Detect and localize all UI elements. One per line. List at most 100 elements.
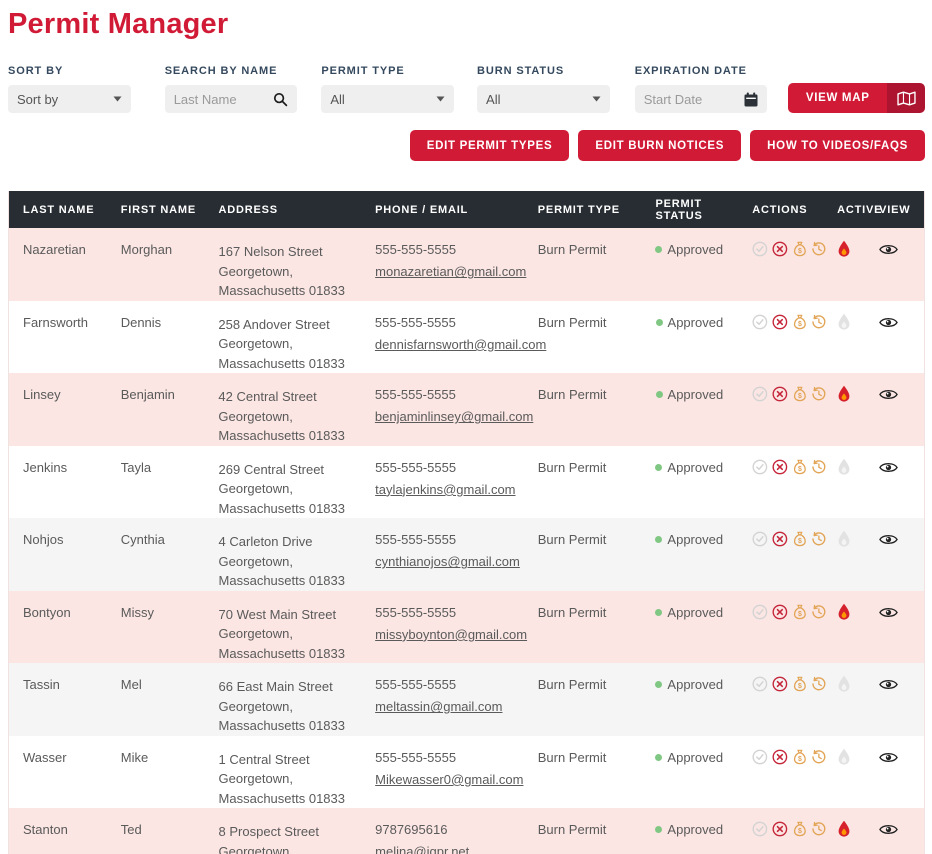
sort-by-select[interactable]: Sort by	[8, 85, 131, 113]
permit-type-value: All	[330, 91, 345, 107]
view-map-button[interactable]: VIEW MAP	[788, 83, 926, 113]
eye-icon[interactable]	[879, 606, 898, 619]
search-by-name-label: SEARCH BY NAME	[164, 65, 278, 77]
phone-email-cell: 555-555-5555 taylajenkins@gmail.com	[375, 460, 538, 498]
phone-number: 555-555-5555	[375, 604, 457, 620]
active-cell	[837, 820, 879, 840]
flame-icon[interactable]	[837, 458, 851, 475]
phone-number: 555-555-5555	[374, 387, 456, 402]
address-cell: 167 Nelson Street Georgetown, Massachuse…	[218, 244, 345, 298]
eye-icon[interactable]	[879, 751, 898, 764]
approve-circle-icon[interactable]	[752, 386, 768, 402]
flame-icon[interactable]	[837, 313, 851, 330]
edit-burn-notices-button[interactable]: EDIT BURN NOTICES	[578, 130, 742, 161]
table-row: Nohjos Cynthia 4 Carleton Drive Georgeto…	[9, 518, 924, 591]
flame-icon[interactable]	[837, 603, 851, 620]
column-header-permit-status: PERMIT STATUS	[655, 197, 703, 222]
flame-icon[interactable]	[837, 240, 851, 257]
eye-icon[interactable]	[879, 316, 898, 329]
approve-circle-icon[interactable]	[752, 749, 768, 765]
approve-circle-icon[interactable]	[752, 459, 768, 475]
deny-circle-icon[interactable]	[772, 604, 788, 620]
phone-number: 555-555-5555	[375, 749, 457, 765]
burn-status-select[interactable]: All	[477, 85, 610, 113]
payment-moneybag-icon[interactable]: $	[792, 821, 808, 837]
deny-circle-icon[interactable]	[772, 241, 788, 257]
table-row: Jenkins Tayla 269 Central Street Georget…	[9, 445, 924, 518]
table-body: Nazaretian Morghan 167 Nelson Street Geo…	[9, 228, 924, 854]
email-link[interactable]: meltassin@gmail.com	[375, 699, 503, 715]
eye-icon[interactable]	[879, 823, 898, 836]
flame-icon[interactable]	[837, 820, 851, 837]
eye-icon[interactable]	[879, 533, 898, 546]
deny-circle-icon[interactable]	[772, 821, 788, 837]
phone-email-cell: 555-555-5555 cynthianojos@gmail.com	[375, 532, 538, 570]
edit-permit-types-button[interactable]: EDIT PERMIT TYPES	[409, 130, 570, 161]
expiration-date-input[interactable]	[643, 91, 745, 107]
flame-icon[interactable]	[837, 385, 851, 402]
permit-type-cell: Burn Permit	[537, 532, 607, 547]
payment-moneybag-icon[interactable]: $	[792, 241, 808, 257]
deny-circle-icon[interactable]	[772, 386, 788, 402]
eye-icon[interactable]	[879, 678, 898, 691]
search-input[interactable]	[173, 91, 274, 107]
deny-circle-icon[interactable]	[772, 749, 788, 765]
svg-text:$: $	[798, 320, 802, 327]
deny-circle-icon[interactable]	[772, 459, 788, 475]
how-to-videos-faqs-button[interactable]: HOW TO VIDEOS/FAQS	[750, 130, 925, 161]
history-clock-icon[interactable]	[811, 749, 827, 765]
last-name-cell: Linsey	[23, 387, 61, 402]
eye-icon[interactable]	[879, 461, 898, 474]
payment-moneybag-icon[interactable]: $	[792, 604, 808, 620]
approve-circle-icon[interactable]	[752, 531, 768, 547]
email-link[interactable]: taylajenkins@gmail.com	[375, 481, 516, 497]
history-clock-icon[interactable]	[811, 531, 827, 547]
payment-moneybag-icon[interactable]: $	[792, 749, 808, 765]
email-link[interactable]: melina@jgpr.net	[375, 844, 470, 854]
flame-icon[interactable]	[837, 530, 851, 547]
permit-type-cell: Burn Permit	[537, 459, 607, 475]
permit-status-cell: Approved	[655, 677, 752, 692]
history-clock-icon[interactable]	[811, 604, 827, 620]
history-clock-icon[interactable]	[811, 241, 827, 257]
payment-moneybag-icon[interactable]: $	[792, 676, 808, 692]
eye-icon[interactable]	[879, 243, 898, 256]
email-link[interactable]: monazaretian@gmail.com	[375, 264, 527, 280]
eye-icon[interactable]	[879, 388, 898, 401]
approve-circle-icon[interactable]	[752, 604, 768, 620]
status-dot	[655, 318, 663, 326]
permit-type-select[interactable]: All	[321, 85, 455, 113]
flame-icon[interactable]	[837, 675, 851, 692]
deny-circle-icon[interactable]	[772, 314, 788, 330]
calendar-icon[interactable]	[744, 92, 758, 107]
flame-icon[interactable]	[837, 748, 851, 765]
payment-moneybag-icon[interactable]: $	[792, 386, 808, 402]
deny-circle-icon[interactable]	[772, 676, 788, 692]
phone-number: 555-555-5555	[375, 677, 457, 692]
approve-circle-icon[interactable]	[752, 676, 768, 692]
email-link[interactable]: cynthianojos@gmail.com	[375, 554, 520, 570]
actions-cell: $	[752, 314, 837, 330]
status-dot	[655, 391, 663, 399]
history-clock-icon[interactable]	[811, 459, 827, 475]
history-clock-icon[interactable]	[811, 314, 827, 330]
phone-email-cell: 555-555-5555 dennisfarnsworth@gmail.com	[375, 315, 546, 353]
approve-circle-icon[interactable]	[752, 314, 768, 330]
approve-circle-icon[interactable]	[752, 241, 768, 257]
approve-circle-icon[interactable]	[752, 821, 768, 837]
expiration-date-label: EXPIRATION DATE	[634, 65, 747, 77]
permit-status-cell: Approved	[655, 532, 752, 547]
history-clock-icon[interactable]	[811, 386, 827, 402]
history-clock-icon[interactable]	[811, 676, 827, 692]
payment-moneybag-icon[interactable]: $	[792, 314, 808, 330]
email-link[interactable]: missyboynton@gmail.com	[375, 626, 528, 642]
payment-moneybag-icon[interactable]: $	[792, 531, 808, 547]
permit-type-cell: Burn Permit	[537, 677, 607, 692]
history-clock-icon[interactable]	[811, 821, 827, 837]
email-link[interactable]: Mikewasser0@gmail.com	[375, 771, 524, 787]
deny-circle-icon[interactable]	[772, 531, 788, 547]
search-icon[interactable]	[273, 92, 288, 107]
email-link[interactable]: dennisfarnsworth@gmail.com	[374, 336, 547, 352]
payment-moneybag-icon[interactable]: $	[792, 459, 808, 475]
email-link[interactable]: benjaminlinsey@gmail.com	[374, 409, 534, 425]
